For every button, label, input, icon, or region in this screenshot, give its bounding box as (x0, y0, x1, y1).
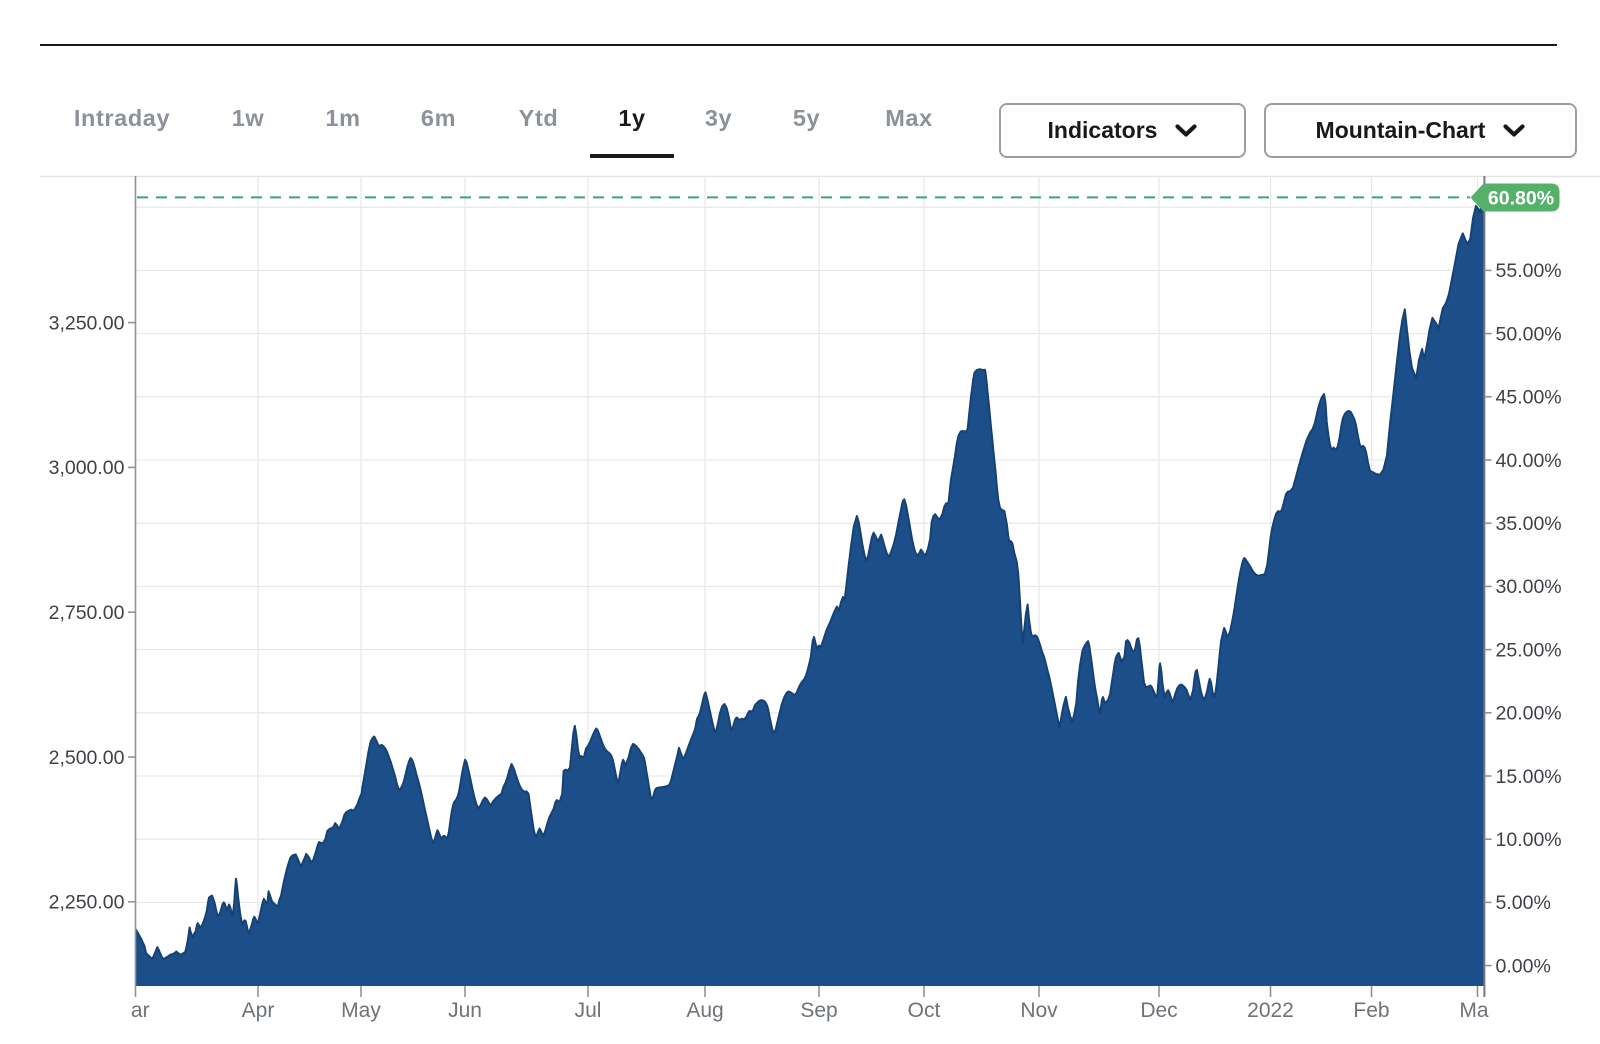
svg-text:40.00%: 40.00% (1496, 450, 1562, 472)
svg-text:5.00%: 5.00% (1496, 892, 1551, 914)
svg-text:Dec: Dec (1140, 999, 1177, 1022)
svg-text:30.00%: 30.00% (1496, 576, 1562, 598)
svg-text:20.00%: 20.00% (1496, 703, 1562, 725)
svg-text:Aug: Aug (686, 999, 723, 1022)
svg-text:35.00%: 35.00% (1496, 513, 1562, 535)
svg-text:Apr: Apr (242, 999, 275, 1022)
svg-text:Oct: Oct (908, 999, 941, 1022)
svg-text:10.00%: 10.00% (1496, 829, 1562, 851)
svg-text:2022: 2022 (1247, 999, 1294, 1022)
svg-text:55.00%: 55.00% (1496, 260, 1562, 282)
svg-text:50.00%: 50.00% (1496, 323, 1562, 345)
svg-text:2,250.00: 2,250.00 (49, 892, 125, 914)
svg-text:25.00%: 25.00% (1496, 639, 1562, 661)
svg-text:45.00%: 45.00% (1496, 387, 1562, 409)
svg-text:2,750.00: 2,750.00 (49, 602, 125, 624)
svg-text:Jul: Jul (575, 999, 602, 1022)
svg-text:2,500.00: 2,500.00 (49, 747, 125, 769)
svg-text:Feb: Feb (1353, 999, 1389, 1022)
svg-text:3,250.00: 3,250.00 (49, 312, 125, 334)
svg-text:60.80%: 60.80% (1488, 188, 1554, 210)
svg-text:Sep: Sep (800, 999, 837, 1022)
svg-text:3,000.00: 3,000.00 (49, 457, 125, 479)
svg-text:0.00%: 0.00% (1496, 955, 1551, 977)
svg-text:15.00%: 15.00% (1496, 766, 1562, 788)
svg-text:Nov: Nov (1020, 999, 1058, 1022)
svg-text:Mar: Mar (1459, 999, 1495, 1022)
svg-text:May: May (341, 999, 381, 1022)
svg-text:Mar: Mar (113, 999, 149, 1022)
svg-text:Jun: Jun (448, 999, 482, 1022)
